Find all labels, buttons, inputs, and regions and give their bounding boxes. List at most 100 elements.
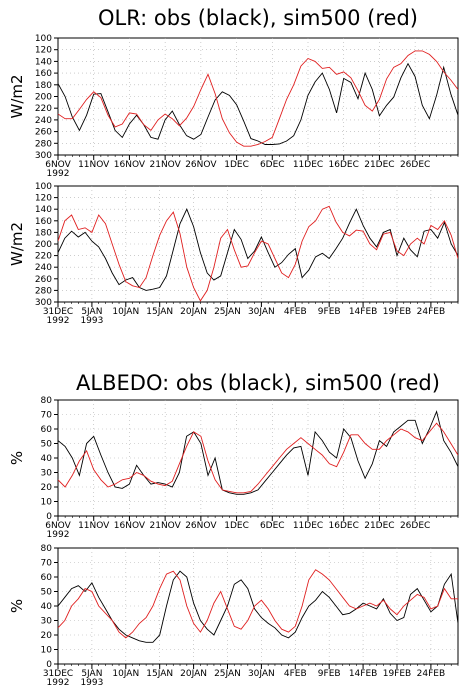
x-tick-label: 6NOV — [45, 160, 71, 170]
obs-series-line — [58, 570, 458, 643]
x-tick-label: 31DEC — [43, 307, 73, 317]
obs-series-line — [58, 62, 458, 145]
sim500-series-line — [58, 569, 458, 639]
obs-series-line — [58, 208, 458, 291]
x-tick-label: 24FEB — [417, 307, 446, 317]
y-tick-label: 240 — [35, 116, 52, 126]
x-tick-year-label: 1993 — [80, 316, 103, 326]
x-tick-label: 6NOV — [45, 521, 71, 531]
y-tick-label: 220 — [35, 252, 52, 262]
y-tick-label: 300 — [35, 298, 52, 308]
sim500-series-line — [58, 422, 458, 494]
y-tick-label: 300 — [35, 151, 52, 161]
x-tick-label: 9FEB — [318, 669, 341, 679]
y-tick-label: 40 — [41, 454, 53, 464]
y-tick-label: 260 — [35, 128, 52, 138]
x-tick-label: 21NOV — [150, 521, 182, 531]
x-tick-label: 21DEC — [364, 160, 394, 170]
y-axis-label: % — [8, 599, 26, 613]
y-tick-label: 280 — [35, 139, 52, 149]
y-tick-label: 10 — [41, 646, 53, 656]
y-axis-label: % — [8, 451, 26, 465]
x-tick-label: 5JAN — [81, 669, 102, 679]
y-tick-label: 260 — [35, 275, 52, 285]
x-tick-label: 15JAN — [146, 307, 173, 317]
x-tick-year-label: 1992 — [47, 530, 70, 540]
y-tick-label: 80 — [41, 544, 53, 554]
y-tick-label: 200 — [35, 240, 52, 250]
x-tick-year-label: 1993 — [80, 678, 103, 688]
sim500-series-line — [58, 50, 458, 147]
x-tick-label: 11DEC — [293, 160, 323, 170]
x-tick-label: 25JAN — [214, 669, 241, 679]
y-axis-label: W/m2 — [8, 222, 26, 266]
x-tick-label: 30JAN — [248, 307, 275, 317]
y-tick-label: 50 — [41, 588, 53, 598]
x-tick-label: 1DEC — [224, 160, 249, 170]
x-tick-label: 11DEC — [293, 521, 323, 531]
y-tick-label: 60 — [41, 425, 53, 435]
y-tick-label: 60 — [41, 573, 53, 583]
x-tick-label: 4FEB — [284, 669, 307, 679]
y-tick-label: 220 — [35, 104, 52, 114]
x-tick-label: 16NOV — [114, 521, 146, 531]
x-tick-year-label: 1992 — [47, 169, 70, 179]
x-tick-label: 19FEB — [383, 307, 412, 317]
x-tick-label: 4FEB — [284, 307, 307, 317]
y-tick-label: 0 — [46, 660, 52, 670]
x-tick-label: 16NOV — [114, 160, 146, 170]
y-tick-label: 120 — [35, 46, 52, 56]
y-tick-label: 200 — [35, 93, 52, 103]
x-tick-label: 20JAN — [180, 669, 207, 679]
x-tick-label: 21NOV — [150, 160, 182, 170]
x-tick-label: 11NOV — [78, 160, 110, 170]
x-tick-year-label: 1992 — [47, 678, 70, 688]
y-tick-label: 180 — [35, 81, 52, 91]
y-tick-label: 120 — [35, 194, 52, 204]
y-tick-label: 140 — [35, 57, 52, 67]
y-tick-label: 80 — [41, 396, 53, 406]
y-tick-label: 20 — [41, 631, 53, 641]
y-axis-label: W/m2 — [8, 74, 26, 118]
y-tick-label: 160 — [35, 217, 52, 227]
x-tick-label: 11NOV — [78, 521, 110, 531]
y-tick-label: 70 — [41, 559, 53, 569]
y-tick-label: 100 — [35, 182, 52, 192]
x-tick-label: 15JAN — [146, 669, 173, 679]
y-tick-label: 140 — [35, 205, 52, 215]
x-tick-label: 9FEB — [318, 307, 341, 317]
x-tick-label: 1DEC — [224, 521, 249, 531]
y-tick-label: 70 — [41, 411, 53, 421]
x-tick-label: 26DEC — [400, 160, 430, 170]
y-tick-label: 50 — [41, 440, 53, 450]
y-tick-label: 160 — [35, 69, 52, 79]
y-tick-label: 20 — [41, 483, 53, 493]
y-tick-label: 30 — [41, 617, 53, 627]
x-tick-label: 16DEC — [329, 521, 359, 531]
y-tick-label: 240 — [35, 263, 52, 273]
x-tick-label: 25JAN — [214, 307, 241, 317]
x-tick-label: 10JAN — [112, 669, 139, 679]
olr-top-panel: 100120140160180200220240260280300W/m26NO… — [8, 34, 459, 179]
x-tick-label: 14FEB — [349, 669, 378, 679]
x-tick-label: 31DEC — [43, 669, 73, 679]
x-tick-label: 6DEC — [260, 160, 285, 170]
x-tick-label: 26DEC — [400, 521, 430, 531]
y-tick-label: 40 — [41, 602, 53, 612]
x-tick-label: 10JAN — [112, 307, 139, 317]
albedo-title: ALBEDO: obs (black), sim500 (red) — [76, 371, 440, 395]
x-tick-label: 30JAN — [248, 669, 275, 679]
y-tick-label: 10 — [41, 498, 53, 508]
x-tick-label: 19FEB — [383, 669, 412, 679]
sim500-series-line — [58, 205, 458, 302]
x-tick-label: 20JAN — [180, 307, 207, 317]
x-tick-label: 24FEB — [417, 669, 446, 679]
olr-title: OLR: obs (black), sim500 (red) — [98, 6, 418, 30]
x-tick-label: 26NOV — [185, 521, 217, 531]
y-tick-label: 0 — [46, 512, 52, 522]
x-tick-year-label: 1992 — [47, 316, 70, 326]
y-tick-label: 100 — [35, 34, 52, 44]
